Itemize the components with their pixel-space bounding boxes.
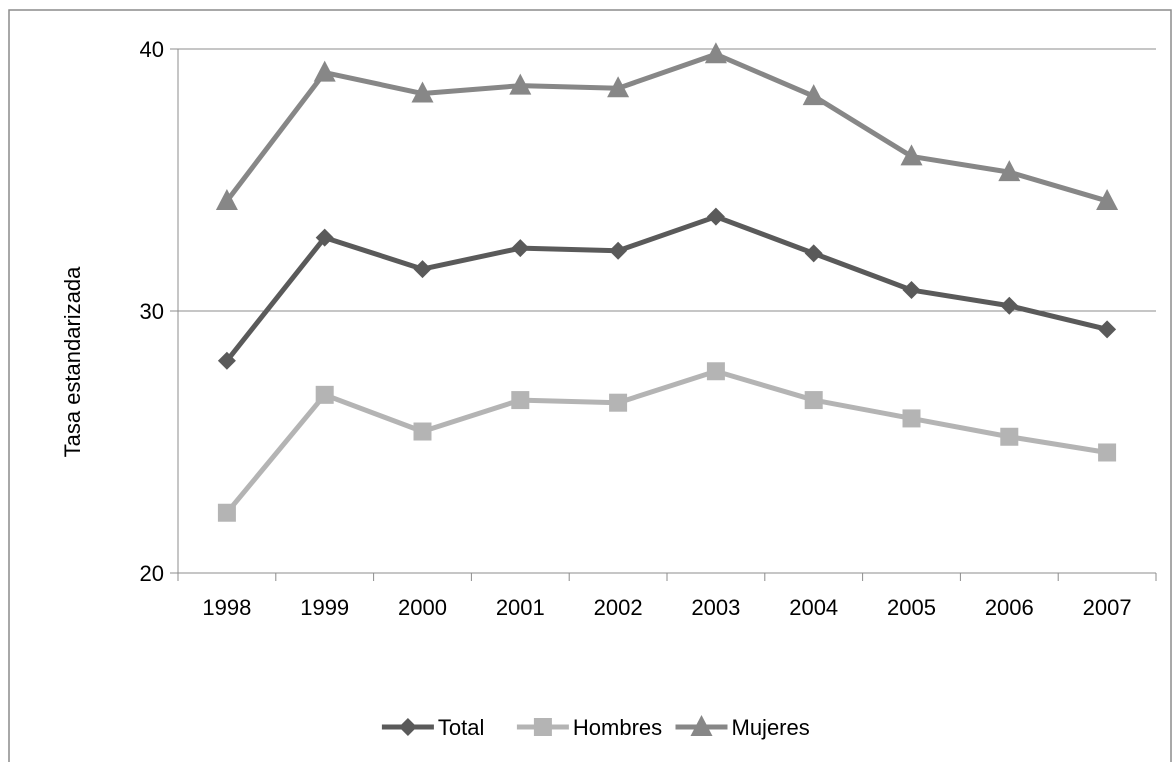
data-point-mujeres [607,76,630,98]
data-point-hombres [609,393,628,412]
series-mujeres [215,42,1119,210]
data-point-mujeres [509,73,532,95]
y-tick-label: 30 [140,299,164,324]
data-point-hombres [1000,427,1019,446]
x-tick-label: 2004 [789,595,838,620]
legend-item-mujeres: Mujeres [675,715,810,740]
data-point-total [902,281,921,300]
x-tick-label: 2000 [398,595,447,620]
axes: 20 30 40 1998 1999 2000 2001 2002 2003 2004 2005 20… [140,37,1157,620]
legend-marker-diamond [398,718,417,736]
data-point-hombres [217,503,236,522]
chart-frame [8,9,1172,762]
legend-marker-square [533,718,552,736]
legend-marker-triangle [690,715,713,736]
data-point-hombres [706,362,725,381]
data-point-total [804,244,823,263]
data-point-hombres [413,422,432,441]
data-point-mujeres [900,144,923,166]
x-tick-label: 2005 [887,595,936,620]
data-point-hombres [315,385,334,404]
data-point-mujeres [802,84,825,106]
series-line-mujeres [224,51,1110,204]
x-tick-label: 2001 [496,595,545,620]
gridlines [178,48,1156,312]
legend-item-total: Total [381,715,484,740]
x-tick-label: 2003 [691,595,740,620]
data-point-hombres [804,391,823,410]
legend: Total Hombres Mujeres [381,715,810,740]
y-tick-label: 40 [140,37,164,62]
legend-item-hombres: Hombres [516,715,662,740]
x-tick-label: 2002 [594,595,643,620]
data-point-total [609,241,628,260]
data-point-total [511,239,530,258]
data-point-hombres [1098,443,1117,462]
legend-label: Mujeres [732,715,810,740]
x-tick-label: 1999 [300,595,349,620]
series-line-total [224,214,1110,364]
x-tick-label: 1998 [202,595,251,620]
data-point-mujeres [215,188,238,210]
legend-label: Total [438,715,484,740]
series-line-hombres [224,368,1110,516]
y-axis-title: Tasa estandarizada [60,266,85,458]
data-point-mujeres [998,160,1021,182]
data-point-total [706,207,725,226]
data-point-total [1098,320,1117,339]
y-tick-label: 20 [140,561,164,586]
data-point-hombres [902,409,921,428]
x-tick-label: 2006 [985,595,1034,620]
legend-label: Hombres [573,715,662,740]
data-series [215,42,1119,522]
data-point-total [1000,296,1019,315]
data-point-mujeres [313,60,336,82]
data-point-total [413,260,432,279]
series-total [217,207,1117,370]
data-point-total [315,228,334,247]
data-point-mujeres [704,42,727,64]
data-point-mujeres [1096,188,1119,210]
data-point-total [217,351,236,370]
x-tick-label: 2007 [1083,595,1132,620]
data-point-mujeres [411,81,434,103]
data-point-hombres [511,391,530,410]
series-hombres [217,362,1117,522]
